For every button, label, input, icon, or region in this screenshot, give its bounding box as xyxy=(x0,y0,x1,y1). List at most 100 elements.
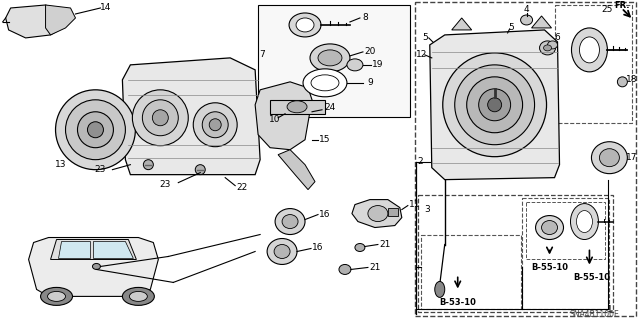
Ellipse shape xyxy=(296,18,314,32)
Text: 23: 23 xyxy=(159,180,171,189)
Ellipse shape xyxy=(122,287,154,305)
Polygon shape xyxy=(532,16,552,28)
Ellipse shape xyxy=(368,205,388,221)
Text: 7: 7 xyxy=(259,50,265,60)
Bar xyxy=(420,235,520,309)
Ellipse shape xyxy=(355,244,365,252)
Ellipse shape xyxy=(347,59,363,71)
Bar xyxy=(415,2,636,316)
Ellipse shape xyxy=(289,13,321,37)
Text: 23: 23 xyxy=(95,165,106,174)
Text: 15: 15 xyxy=(319,135,331,144)
Polygon shape xyxy=(122,58,260,175)
Polygon shape xyxy=(6,5,63,38)
Text: 4: 4 xyxy=(524,5,529,14)
Ellipse shape xyxy=(548,41,557,49)
Text: 16: 16 xyxy=(312,243,324,252)
Text: 19: 19 xyxy=(372,60,383,69)
Text: B-55-10: B-55-10 xyxy=(531,263,568,272)
Polygon shape xyxy=(29,237,158,296)
Ellipse shape xyxy=(579,37,600,63)
Text: 14: 14 xyxy=(100,4,111,12)
Polygon shape xyxy=(51,239,136,260)
Ellipse shape xyxy=(193,103,237,147)
Text: 22: 22 xyxy=(237,183,248,192)
Text: 13: 13 xyxy=(55,160,67,169)
Text: 2: 2 xyxy=(417,157,422,166)
Bar xyxy=(522,197,609,309)
Ellipse shape xyxy=(56,90,136,170)
Bar xyxy=(554,5,632,123)
Polygon shape xyxy=(45,5,76,35)
Ellipse shape xyxy=(129,292,147,301)
Text: B-55-10: B-55-10 xyxy=(573,273,610,282)
Text: 21: 21 xyxy=(369,263,381,272)
Ellipse shape xyxy=(540,41,556,55)
Ellipse shape xyxy=(488,98,502,112)
Text: 18: 18 xyxy=(626,75,637,84)
Ellipse shape xyxy=(275,209,305,235)
Ellipse shape xyxy=(455,65,534,145)
Text: 5: 5 xyxy=(422,33,428,43)
Ellipse shape xyxy=(339,264,351,275)
Ellipse shape xyxy=(591,142,627,174)
Ellipse shape xyxy=(202,112,228,138)
Ellipse shape xyxy=(577,211,593,233)
Bar xyxy=(270,100,325,114)
Text: 10: 10 xyxy=(269,115,281,124)
Text: FR.: FR. xyxy=(614,2,630,11)
Ellipse shape xyxy=(570,204,598,239)
Polygon shape xyxy=(93,242,133,259)
Ellipse shape xyxy=(543,45,552,51)
Ellipse shape xyxy=(142,100,179,136)
Bar xyxy=(418,195,613,312)
Text: 24: 24 xyxy=(324,103,335,112)
Ellipse shape xyxy=(195,165,205,175)
Ellipse shape xyxy=(40,287,72,305)
Ellipse shape xyxy=(318,50,342,66)
Text: 1: 1 xyxy=(607,305,612,314)
Text: 6: 6 xyxy=(555,33,561,43)
Text: 21: 21 xyxy=(379,240,390,249)
Text: SNA4B1100E: SNA4B1100E xyxy=(570,310,620,319)
Text: 25: 25 xyxy=(602,5,613,14)
Bar xyxy=(388,208,398,216)
Polygon shape xyxy=(352,200,402,228)
Ellipse shape xyxy=(520,15,532,25)
Ellipse shape xyxy=(467,77,523,133)
Ellipse shape xyxy=(479,89,511,121)
Ellipse shape xyxy=(88,122,104,138)
Text: 9: 9 xyxy=(367,78,372,87)
Ellipse shape xyxy=(209,119,221,131)
Text: 5: 5 xyxy=(509,23,515,32)
Ellipse shape xyxy=(600,149,620,167)
Text: 16: 16 xyxy=(319,210,331,219)
Bar xyxy=(258,5,410,117)
Polygon shape xyxy=(278,150,315,190)
Text: 8: 8 xyxy=(362,13,368,22)
Polygon shape xyxy=(452,18,472,30)
Ellipse shape xyxy=(310,44,350,72)
Ellipse shape xyxy=(572,28,607,72)
Ellipse shape xyxy=(152,110,168,126)
Bar xyxy=(525,202,605,260)
Ellipse shape xyxy=(65,100,125,160)
Polygon shape xyxy=(430,30,559,180)
Ellipse shape xyxy=(287,101,307,113)
Ellipse shape xyxy=(143,160,154,170)
Ellipse shape xyxy=(435,281,445,297)
Ellipse shape xyxy=(47,292,65,301)
Ellipse shape xyxy=(443,53,547,157)
Ellipse shape xyxy=(132,90,188,146)
Text: 17: 17 xyxy=(626,153,637,162)
Ellipse shape xyxy=(618,77,627,87)
Ellipse shape xyxy=(536,216,563,239)
Polygon shape xyxy=(255,82,312,150)
Text: 20: 20 xyxy=(364,47,376,56)
Ellipse shape xyxy=(267,238,297,264)
Ellipse shape xyxy=(274,244,290,259)
Polygon shape xyxy=(58,242,90,259)
Ellipse shape xyxy=(311,75,339,91)
Text: B-53-10: B-53-10 xyxy=(439,298,476,307)
Ellipse shape xyxy=(282,215,298,228)
